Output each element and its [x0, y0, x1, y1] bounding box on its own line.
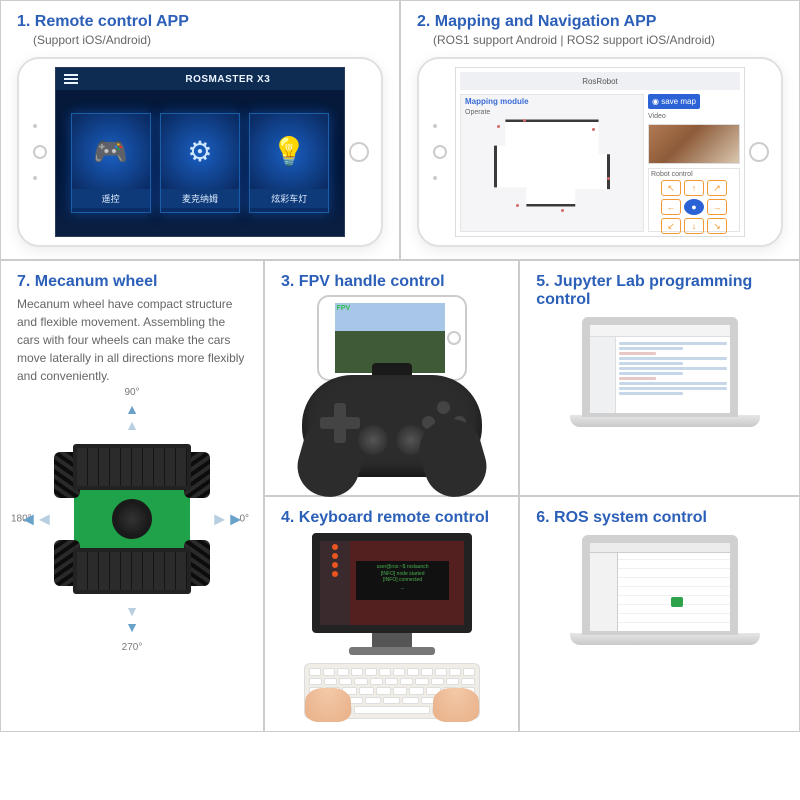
- desktop-monitor: user@ros:~$ roslaunch[INFO] node started…: [312, 533, 472, 655]
- tile-mecanum-label: 麦克纳姆: [161, 189, 239, 208]
- panel6-title: 6. ROS system control: [536, 509, 783, 527]
- dpad-n: ↑: [684, 180, 704, 196]
- panel-remote-control-app: 1. Remote control APP (Support iOS/Andro…: [0, 0, 400, 260]
- dpad-sw: ↙: [661, 218, 681, 234]
- panel2-subtitle: (ROS1 support Android | ROS2 support iOS…: [433, 33, 783, 47]
- mapping-app-screen: RosRobot Mapping module Operate ◉ save m…: [455, 67, 745, 237]
- hamburger-icon: [64, 72, 78, 86]
- phone-mockup-1: ROSMASTER X3 🎮 遥控 ⚙ 麦克纳姆 💡: [17, 57, 383, 247]
- angle-90: 90°: [124, 387, 139, 398]
- dpad-s: ↓: [684, 218, 704, 234]
- robot-control-panel: Robot control ↖ ↑ ↗ ← ● → ↙ ↓ ↘: [648, 168, 740, 232]
- arrow-up-icon: ▲: [125, 401, 139, 417]
- keyboard-image: [304, 663, 480, 719]
- lidar-icon: [112, 499, 152, 539]
- panel7-title: 7. Mecanum wheel: [17, 273, 247, 291]
- panel4-title: 4. Keyboard remote control: [281, 509, 502, 527]
- panel5-title: 5. Jupyter Lab programming control: [536, 273, 783, 309]
- panel1-subtitle: (Support iOS/Android): [33, 33, 383, 47]
- robot-car: [66, 446, 198, 592]
- panel-keyboard: 4. Keyboard remote control user@ros:~$ r…: [264, 496, 519, 732]
- infographic-grid: 1. Remote control APP (Support iOS/Andro…: [0, 0, 800, 732]
- dpad-center: ●: [684, 199, 704, 215]
- video-section-label: Video: [648, 113, 740, 120]
- panel-ros-system: 6. ROS system control: [519, 496, 800, 732]
- panel7-desc: Mecanum wheel have compact structure and…: [17, 295, 247, 385]
- panel2-title: 2. Mapping and Navigation APP: [417, 13, 783, 31]
- dpad-nw: ↖: [661, 180, 681, 196]
- tile-lights-label: 炫彩车灯: [250, 189, 328, 208]
- tile-mecanum: ⚙ 麦克纳姆: [160, 113, 240, 213]
- save-map-button: ◉ save map: [648, 94, 700, 109]
- fpv-tag: FPV: [337, 305, 351, 312]
- mecanum-diagram: 90° 0° 270° 180° ▲ ▲ ▶ ▶ ▼ ▼ ◀ ◀: [17, 389, 247, 649]
- panel-mecanum: 7. Mecanum wheel Mecanum wheel have comp…: [0, 260, 264, 732]
- app-header-title: ROSMASTER X3: [185, 74, 270, 85]
- tile-remote-label: 遥控: [72, 189, 150, 208]
- dpad-se: ↘: [707, 218, 727, 234]
- jupyter-laptop: [570, 317, 750, 427]
- gamepad-body: [302, 375, 482, 477]
- camera-video-preview: [648, 124, 740, 164]
- dpad-ne: ↗: [707, 180, 727, 196]
- fpv-gamepad-image: FPV: [297, 295, 487, 475]
- dpad-e: →: [707, 199, 727, 215]
- arrow-down-icon: ▼: [125, 619, 139, 635]
- robot-marker-icon: [671, 597, 683, 607]
- tile-remote: 🎮 遥控: [71, 113, 151, 213]
- gamepad-icon: 🎮: [93, 114, 128, 189]
- dpad-w: ←: [661, 199, 681, 215]
- panel-mapping-nav-app: 2. Mapping and Navigation APP (ROS1 supp…: [400, 0, 800, 260]
- ros-laptop: [570, 535, 750, 645]
- bulb-icon: 💡: [272, 114, 307, 189]
- panel3-title: 3. FPV handle control: [281, 273, 502, 291]
- rviz-screenshot: [590, 543, 730, 631]
- phone-mockup-2: RosRobot Mapping module Operate ◉ save m…: [417, 57, 783, 247]
- direction-pad: ↖ ↑ ↗ ← ● → ↙ ↓ ↘: [661, 180, 727, 234]
- angle-270: 270°: [122, 642, 143, 653]
- rosmaster-app-screen: ROSMASTER X3 🎮 遥控 ⚙ 麦克纳姆 💡: [55, 67, 345, 237]
- jupyter-screenshot: [590, 325, 730, 413]
- slam-map-view: Mapping module Operate: [460, 94, 644, 232]
- panel-jupyter: 5. Jupyter Lab programming control: [519, 260, 800, 496]
- arrow-right-icon: ▶: [230, 511, 241, 528]
- mapping-app-topbar: RosRobot: [460, 72, 740, 90]
- arrow-left-icon: ◀: [23, 511, 34, 528]
- tile-lights: 💡 炫彩车灯: [249, 113, 329, 213]
- panel1-title: 1. Remote control APP: [17, 13, 383, 31]
- gear-icon: ⚙: [187, 114, 212, 189]
- panel-fpv-handle: 3. FPV handle control FPV: [264, 260, 519, 496]
- ubuntu-terminal-screenshot: user@ros:~$ roslaunch[INFO] node started…: [320, 541, 464, 625]
- robot-control-label: Robot control: [651, 171, 737, 178]
